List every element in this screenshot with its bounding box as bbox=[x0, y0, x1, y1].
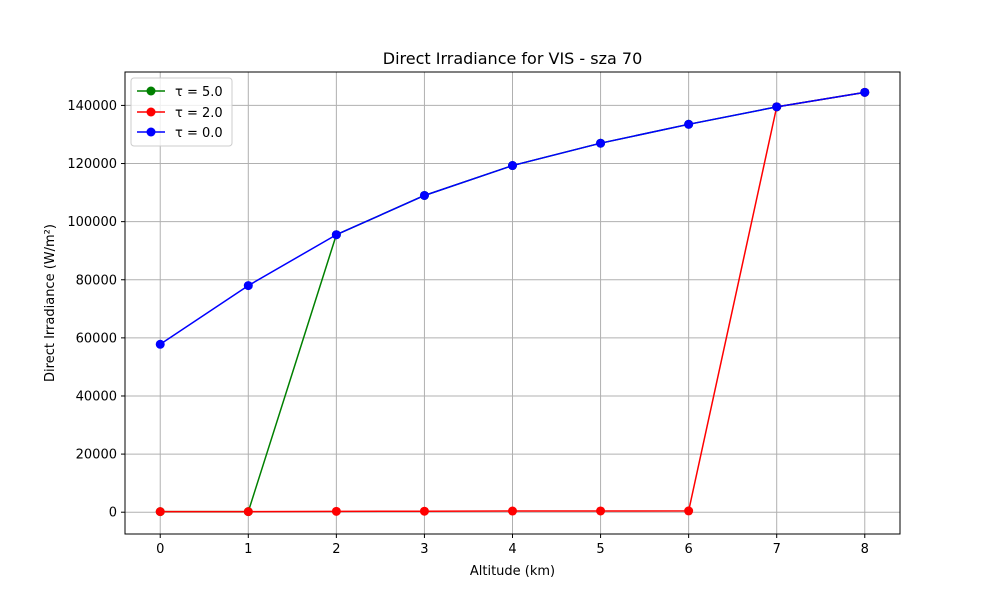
chart-title: Direct Irradiance for VIS - sza 70 bbox=[383, 49, 643, 68]
legend-marker-tau-5 bbox=[146, 86, 156, 96]
y-tick-label: 20000 bbox=[76, 448, 117, 463]
y-tick-label: 80000 bbox=[76, 273, 117, 288]
data-point bbox=[331, 506, 341, 516]
data-point bbox=[155, 339, 165, 349]
y-tick-label: 60000 bbox=[76, 331, 117, 346]
x-tick-label: 6 bbox=[684, 542, 692, 557]
data-point bbox=[684, 119, 694, 129]
series-layer bbox=[155, 87, 870, 517]
data-point bbox=[155, 507, 165, 517]
data-point bbox=[772, 102, 782, 112]
data-point bbox=[243, 507, 253, 517]
legend-marker-tau-2 bbox=[146, 107, 156, 117]
x-tick-label: 4 bbox=[508, 542, 516, 557]
legend-entry: τ = 5.0 bbox=[137, 85, 223, 100]
data-point bbox=[419, 506, 429, 516]
legend-label-tau-0: τ = 0.0 bbox=[175, 126, 223, 141]
data-point bbox=[596, 138, 606, 148]
data-point bbox=[331, 230, 341, 240]
data-point bbox=[596, 506, 606, 516]
x-tick-label: 8 bbox=[861, 542, 869, 557]
y-tick-label: 120000 bbox=[67, 157, 117, 172]
x-tick-label: 2 bbox=[332, 542, 340, 557]
data-point bbox=[419, 190, 429, 200]
legend-entry: τ = 2.0 bbox=[137, 106, 223, 121]
x-tick-label: 1 bbox=[244, 542, 252, 557]
x-axis-label: Altitude (km) bbox=[470, 564, 555, 579]
y-axis-label: Direct Irradiance (W/m²) bbox=[43, 224, 58, 382]
legend: τ = 5.0 τ = 2.0 τ = 0.0 bbox=[130, 77, 233, 147]
legend-entry: τ = 0.0 bbox=[137, 126, 223, 141]
x-axis-ticks: 0 1 2 3 4 5 6 7 8 bbox=[156, 534, 869, 557]
x-tick-label: 0 bbox=[156, 542, 164, 557]
y-tick-label: 40000 bbox=[76, 389, 117, 404]
data-point bbox=[860, 87, 870, 97]
legend-box bbox=[130, 77, 233, 147]
legend-label-tau-2: τ = 2.0 bbox=[175, 106, 223, 121]
data-point bbox=[508, 506, 517, 516]
y-tick-label: 140000 bbox=[67, 99, 117, 114]
series-2 bbox=[155, 87, 870, 349]
x-tick-label: 3 bbox=[420, 542, 428, 557]
legend-label-tau-5: τ = 5.0 bbox=[175, 85, 223, 100]
x-tick-label: 5 bbox=[596, 542, 604, 557]
data-point bbox=[243, 281, 253, 291]
x-tick-label: 7 bbox=[773, 542, 781, 557]
y-axis-ticks: 0 20000 40000 60000 80000 100000 120000 140000 bbox=[67, 99, 125, 521]
y-tick-label: 0 bbox=[109, 506, 117, 521]
data-point bbox=[508, 161, 517, 171]
data-point bbox=[684, 506, 694, 516]
legend-marker-tau-0 bbox=[146, 127, 156, 137]
y-tick-label: 100000 bbox=[67, 215, 117, 230]
